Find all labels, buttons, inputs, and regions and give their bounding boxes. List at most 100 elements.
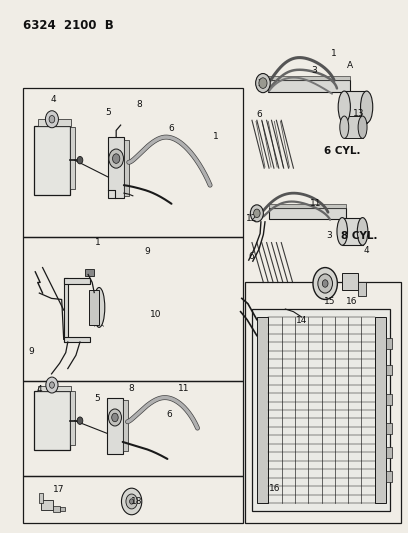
Circle shape [109,409,122,426]
Bar [70,391,75,445]
Bar [123,400,128,451]
Ellipse shape [340,116,349,139]
Bar [375,317,386,503]
Text: 11: 11 [310,199,322,208]
Text: 12: 12 [246,214,258,223]
Bar [38,386,71,391]
Bar [268,76,350,80]
Bar [70,127,75,189]
Circle shape [251,205,264,222]
Text: 1: 1 [95,238,101,247]
Bar [124,140,129,196]
Circle shape [77,157,83,164]
Circle shape [322,280,328,287]
Bar [64,278,90,284]
Ellipse shape [338,91,350,123]
Text: 16: 16 [346,296,358,305]
Bar [64,337,90,342]
Circle shape [256,74,270,93]
Bar [257,317,268,503]
Bar [85,269,94,276]
Text: 8: 8 [129,384,135,393]
Ellipse shape [337,217,348,245]
Bar [23,477,243,523]
Text: 4: 4 [364,246,370,255]
Bar [245,282,401,523]
Text: 9: 9 [28,347,34,356]
Ellipse shape [358,116,367,139]
Circle shape [77,417,83,424]
Bar [344,91,367,123]
Text: 4: 4 [37,385,42,394]
Bar [23,88,243,237]
Circle shape [130,499,134,504]
Text: 6: 6 [249,253,255,261]
Bar [269,208,346,219]
Text: 15: 15 [324,296,335,305]
Bar [38,119,71,126]
Bar [386,394,392,405]
Circle shape [46,377,58,393]
Bar [386,447,392,458]
Text: 16: 16 [269,484,281,493]
Text: 5: 5 [106,108,111,117]
Text: 1: 1 [331,50,337,58]
Bar [342,273,358,290]
Bar [386,471,392,482]
Bar [344,116,363,139]
Text: 6: 6 [169,124,174,133]
Text: 6: 6 [256,110,262,119]
Circle shape [254,209,260,217]
Bar [386,338,392,349]
Text: 17: 17 [53,485,64,494]
Circle shape [113,154,120,164]
Bar [34,391,70,450]
Bar [386,365,392,375]
Bar [268,80,350,92]
Text: 4: 4 [51,94,56,103]
Bar [109,138,124,198]
Bar [23,237,243,381]
Circle shape [49,382,54,388]
Text: 6324  2100  B: 6324 2100 B [23,19,114,33]
Bar [64,278,68,342]
Bar [40,500,53,510]
Circle shape [259,78,267,88]
Text: 10: 10 [149,310,161,319]
Text: 5: 5 [95,394,100,403]
Text: 8: 8 [136,100,142,109]
Bar [53,506,60,512]
Text: 14: 14 [296,316,307,325]
Text: 18: 18 [131,497,143,506]
Text: 3: 3 [326,231,332,240]
Bar [38,493,42,503]
Circle shape [122,488,142,515]
Bar [107,398,123,454]
Circle shape [318,274,333,293]
Circle shape [109,149,124,168]
Ellipse shape [357,217,368,245]
Text: 8 CYL.: 8 CYL. [341,231,377,241]
Text: A: A [346,61,353,70]
Bar [269,204,346,208]
Bar [342,217,363,245]
Bar [34,126,70,195]
Circle shape [313,268,337,300]
Bar [60,507,65,511]
Text: 3: 3 [311,67,317,75]
Text: 6: 6 [166,410,172,419]
Circle shape [45,111,58,128]
Text: 6 CYL.: 6 CYL. [324,146,361,156]
Bar [89,290,99,325]
Text: 9: 9 [144,247,150,256]
Circle shape [49,116,55,123]
Bar [23,381,243,477]
Text: 1: 1 [213,132,219,141]
Circle shape [126,494,137,509]
Ellipse shape [93,287,105,327]
Text: 13: 13 [353,109,364,118]
Text: 11: 11 [178,384,189,393]
Bar [358,282,366,296]
Bar [386,423,392,434]
Ellipse shape [361,91,373,123]
